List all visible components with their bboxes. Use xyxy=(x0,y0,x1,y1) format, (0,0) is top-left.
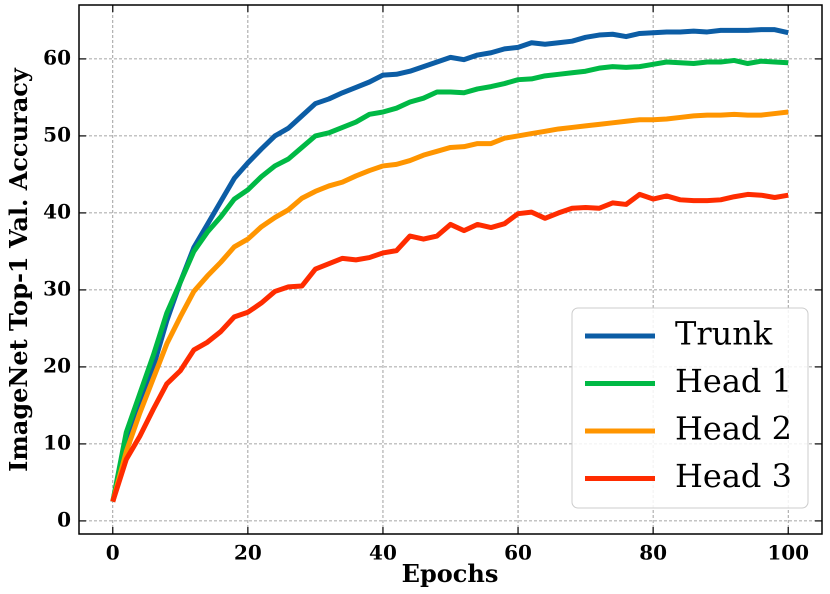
legend-label: Head 1 xyxy=(675,362,792,400)
series-line xyxy=(110,109,789,503)
y-tick-label: 30 xyxy=(43,276,71,300)
series-line xyxy=(110,191,789,503)
legend: Trunk Head 1 Head 2 Head 3 xyxy=(571,307,809,509)
y-tick-label: 0 xyxy=(57,507,71,531)
legend-label: Head 3 xyxy=(675,457,792,495)
x-tick-label: 20 xyxy=(234,541,262,565)
series-line xyxy=(110,27,789,503)
x-tick-label: 100 xyxy=(767,541,809,565)
y-tick-label: 20 xyxy=(43,353,71,377)
plot-frame xyxy=(78,4,823,535)
series-line xyxy=(110,57,789,503)
legend-label: Trunk xyxy=(675,315,773,353)
legend-box xyxy=(571,307,809,509)
x-tick-label: 60 xyxy=(504,541,532,565)
x-tick-label: 40 xyxy=(369,541,397,565)
x-tick-label: 0 xyxy=(106,541,120,565)
x-tick-label: 80 xyxy=(639,541,667,565)
legend-label: Head 2 xyxy=(675,410,792,448)
x-axis-label: Epochs xyxy=(402,559,499,588)
y-axis-label: ImageNet Top-1 Val. Accuracy xyxy=(4,67,33,472)
y-tick-label: 60 xyxy=(43,45,71,69)
y-tick-label: 50 xyxy=(43,122,71,146)
y-tick-label: 40 xyxy=(43,199,71,223)
y-tick-label: 10 xyxy=(43,430,71,454)
